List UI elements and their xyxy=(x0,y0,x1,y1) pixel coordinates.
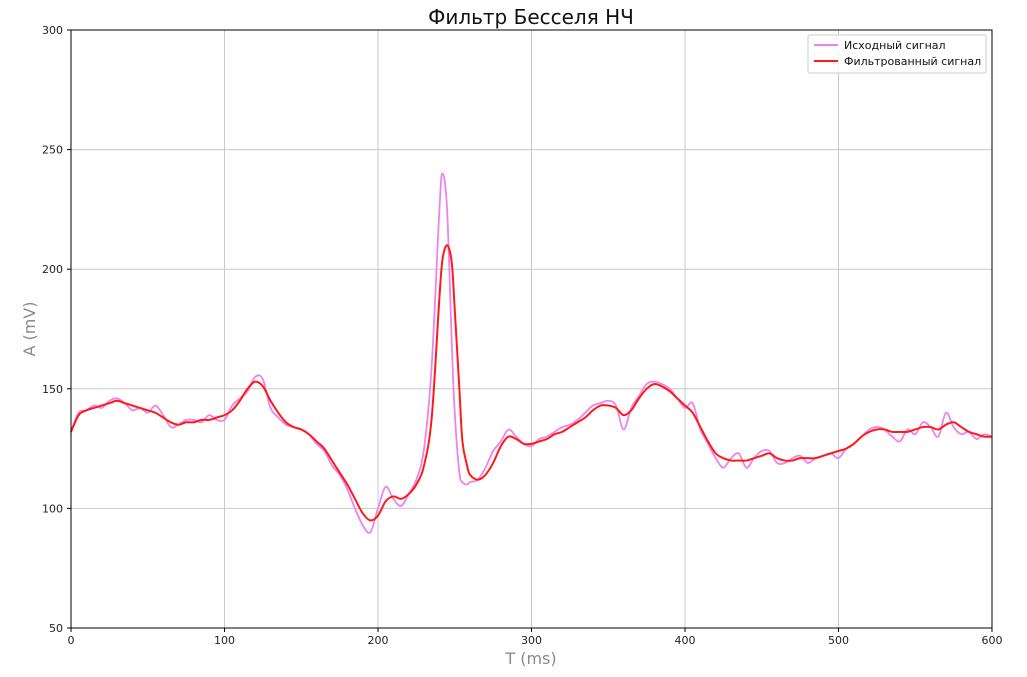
x-tick-label: 0 xyxy=(68,634,75,647)
y-tick-label: 200 xyxy=(42,263,63,276)
legend-label-filtered: Фильтрованный сигнал xyxy=(844,55,981,68)
x-tick-label: 100 xyxy=(214,634,235,647)
series-line-filtered xyxy=(70,244,993,522)
y-tick-label: 100 xyxy=(42,502,63,515)
x-axis-title: T (ms) xyxy=(504,649,556,668)
x-axis: 0 100 200 300 400 500 600 xyxy=(68,628,1003,647)
y-tick-label: 50 xyxy=(49,622,63,635)
x-tick-label: 200 xyxy=(368,634,389,647)
y-tick-label: 300 xyxy=(42,24,63,37)
series-lines xyxy=(70,172,993,534)
x-tick-label: 500 xyxy=(828,634,849,647)
y-tick-label: 150 xyxy=(42,383,63,396)
y-axis: 50 100 150 200 250 300 xyxy=(42,24,71,635)
legend-label-original: Исходный сигнал xyxy=(844,39,946,52)
grid-lines xyxy=(70,29,993,629)
x-tick-label: 400 xyxy=(675,634,696,647)
chart-title: Фильтр Бесселя НЧ xyxy=(428,5,634,29)
legend: Исходный сигнал Фильтрованный сигнал xyxy=(807,34,987,74)
x-tick-label: 300 xyxy=(521,634,542,647)
y-tick-label: 250 xyxy=(42,144,63,157)
y-axis-title: A (mV) xyxy=(20,301,39,356)
legend-box xyxy=(807,34,987,74)
x-tick-label: 600 xyxy=(982,634,1003,647)
